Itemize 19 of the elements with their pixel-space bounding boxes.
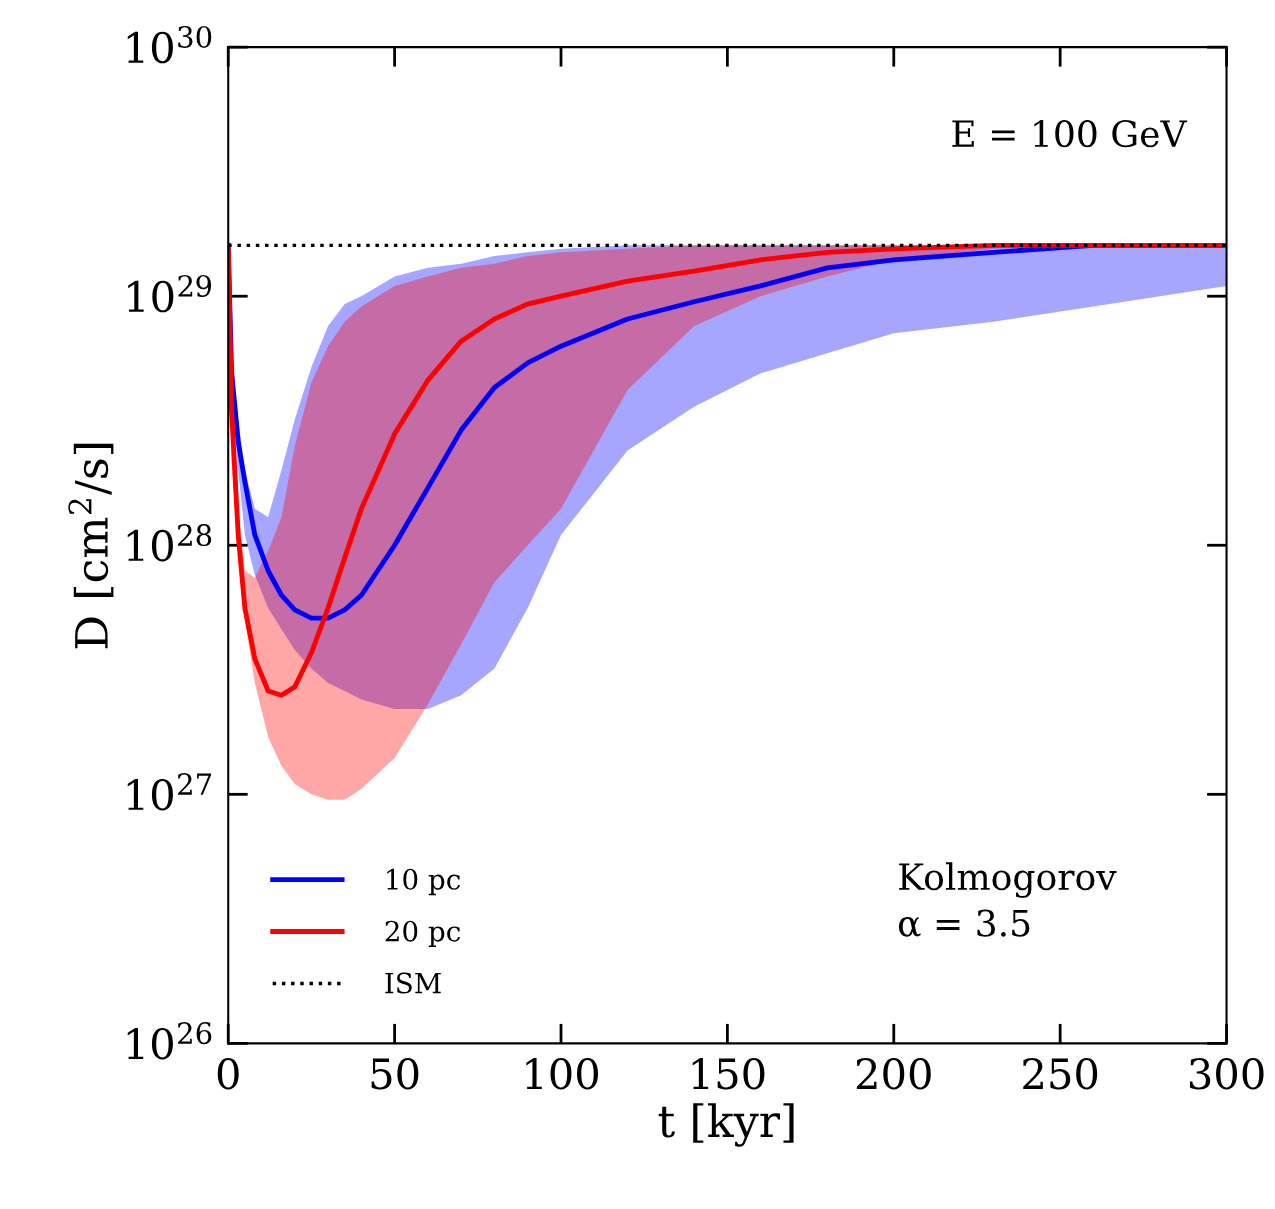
legend-label: 10 pc [387,868,461,896]
x-tick-label: 300 [1189,1057,1264,1090]
x-tick-label: 150 [692,1057,765,1090]
legend-label: ISM [385,972,441,994]
legend-label: 20 pc [385,920,461,948]
y-axis-title: D [cm$^{2}$/s] [68,443,114,649]
y-tick-label: 10$^{29}$ [128,274,212,313]
y-tick-label: 10$^{28}$ [127,524,212,562]
annotation: Kolmogorov α = 3.5 [898,862,1117,937]
y-tick-label: 10$^{30}$ [127,25,212,64]
annotation: E = 100 GeV [952,119,1188,148]
x-axis-title: t [kyr] [658,1103,794,1147]
x-tick-label: 100 [526,1057,598,1090]
y-tick-label: 10$^{26}$ [127,1022,212,1060]
x-tick-label: 200 [856,1057,931,1090]
y-tick-label: 10$^{27}$ [127,773,212,811]
x-tick-label: 250 [1023,1057,1098,1090]
x-tick-label: 0 [217,1057,239,1090]
x-tick-label: 50 [371,1057,419,1090]
